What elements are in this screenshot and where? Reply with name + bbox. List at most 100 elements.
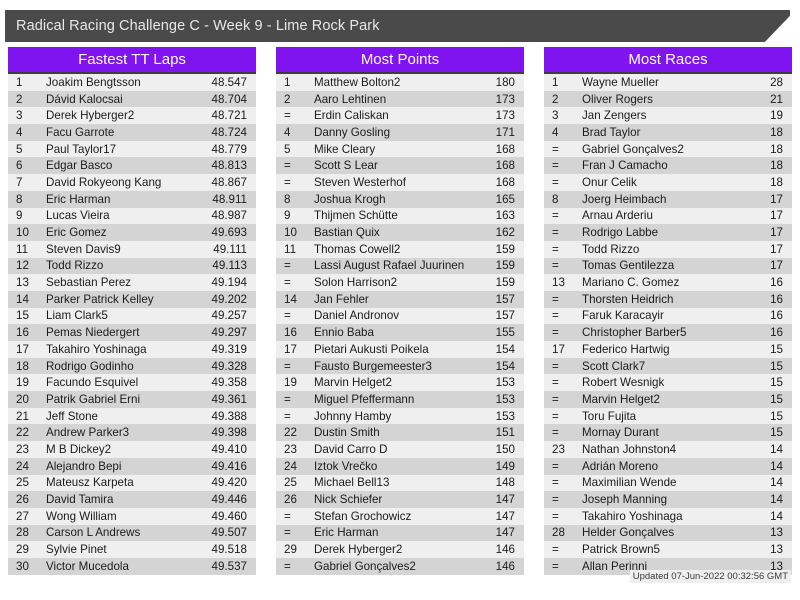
row-rank: 8 [16,192,23,206]
table-row: 22 Andrew Parker3 49.398 [8,424,256,442]
row-driver-name: Wayne Mueller [582,75,659,89]
table-row: 14 Jan Fehler 157 [276,290,524,308]
row-driver-name: Derek Hyberger2 [314,543,403,557]
row-rank: = [552,259,559,273]
row-driver-name: Eric Harman [46,192,111,206]
page-title: Radical Racing Challenge C - Week 9 - Li… [16,18,380,34]
row-driver-name: Derek Hyberger2 [46,109,135,123]
table-row: 4 Danny Gosling 171 [276,124,524,141]
row-rank: 11 [16,242,29,256]
row-value: 13 [770,559,783,573]
row-driver-name: Dávid Kalocsai [46,92,123,106]
row-driver-name: Eric Gomez [46,226,107,240]
column-header-fastest-tt-laps: Fastest TT Laps [8,47,256,74]
row-driver-name: Adrián Moreno [582,459,659,473]
row-driver-name: Paul Taylor17 [46,142,117,156]
table-row: 25 Michael Bell13 148 [276,474,524,492]
row-driver-name: Helder Gonçalves [582,526,675,540]
row-value: 48.813 [211,159,247,173]
row-value: 168 [495,142,515,156]
row-value: 14 [770,493,783,507]
row-driver-name: Tomas Gentilezza [582,259,675,273]
row-value: 18 [770,159,783,173]
row-value: 16 [770,309,783,323]
row-rank: 24 [16,459,29,473]
row-rank: = [284,409,291,423]
table-row: = Stefan Grochowicz 147 [276,507,524,525]
row-rank: = [284,509,291,523]
row-driver-name: Nathan Johnston4 [582,442,677,456]
row-driver-name: Gabriel Gonçalves2 [582,142,684,156]
row-value: 14 [770,476,783,490]
row-driver-name: Todd Rizzo [582,242,640,256]
row-rank: 25 [284,476,297,490]
row-driver-name: Andrew Parker3 [46,426,130,440]
table-row: = Mornay Durant 15 [544,424,792,442]
row-value: 165 [495,192,515,206]
row-driver-name: Thorsten Heidrich [582,292,674,306]
row-driver-name: Patrik Gabriel Erni [46,392,141,406]
row-driver-name: Joakim Bengtsson [46,75,141,89]
table-row: = Eric Harman 147 [276,524,524,542]
row-rank: 29 [284,543,297,557]
row-value: 49.398 [211,426,247,440]
row-rank: 3 [16,109,23,123]
row-driver-name: Stefan Grochowicz [314,509,412,523]
row-value: 17 [770,226,783,240]
row-driver-name: Miguel Pfeffermann [314,392,415,406]
row-rank: 16 [16,326,29,340]
row-rank: = [552,476,559,490]
row-driver-name: Jan Zengers [582,109,647,123]
row-driver-name: Rodrigo Labbe [582,226,659,240]
row-driver-name: Scott S Lear [314,159,378,173]
table-row: 3 Jan Zengers 19 [544,107,792,125]
row-driver-name: Parker Patrick Kelley [46,292,154,306]
row-value: 17 [770,209,783,223]
row-driver-name: Iztok Vrečko [314,459,378,473]
table-row: = Scott S Lear 168 [276,157,524,175]
row-value: 49.460 [211,509,247,523]
row-rank: 5 [284,142,291,156]
table-row: 17 Takahiro Yoshinaga 49.319 [8,341,256,358]
table-row: = Tomas Gentilezza 17 [544,257,792,275]
table-row: = Marvin Helget2 15 [544,391,792,408]
row-driver-name: Steven Davis9 [46,242,121,256]
row-rank: 25 [16,476,29,490]
row-rank: 2 [284,92,291,106]
leaderboard-columns: Fastest TT Laps 1 Joakim Bengtsson 48.547 2… [0,47,800,575]
row-value: 180 [495,75,515,89]
row-value: 16 [770,292,783,306]
row-rank: 1 [284,75,291,89]
row-value: 49.693 [211,226,247,240]
row-rank: 9 [284,209,291,223]
row-rank: = [284,526,291,540]
row-rank: 10 [16,226,29,240]
table-row: 26 Nick Schiefer 147 [276,491,524,508]
row-driver-name: Danny Gosling [314,125,391,139]
row-value: 15 [770,409,783,423]
row-rank: 26 [16,493,29,507]
row-driver-name: Mariano C. Gomez [582,276,680,290]
row-value: 163 [495,209,515,223]
table-row: = Solon Harrison2 159 [276,274,524,291]
table-row: 30 Victor Mucedola 49.537 [8,557,256,575]
row-driver-name: Onur Celik [582,175,637,189]
row-rank: 23 [16,442,29,456]
table-row: 17 Federico Hartwig 15 [544,341,792,358]
row-driver-name: Takahiro Yoshinaga [582,509,683,523]
table-row: = Christopher Barber5 16 [544,324,792,341]
row-value: 159 [495,276,515,290]
row-driver-name: Aaro Lehtinen [314,92,387,106]
row-rank: = [552,409,559,423]
table-row: 27 Wong William 49.460 [8,507,256,525]
row-driver-name: Gabriel Gonçalves2 [314,559,416,573]
row-value: 147 [495,509,515,523]
table-row: 5 Paul Taylor17 48.779 [8,140,256,158]
table-row: = Thorsten Heidrich 16 [544,290,792,308]
row-value: 49.113 [212,259,247,273]
row-driver-name: Joerg Heimbach [582,192,667,206]
row-value: 48.779 [211,142,247,156]
row-rank: = [552,426,559,440]
table-row: = Gabriel Gonçalves2 146 [276,557,524,575]
